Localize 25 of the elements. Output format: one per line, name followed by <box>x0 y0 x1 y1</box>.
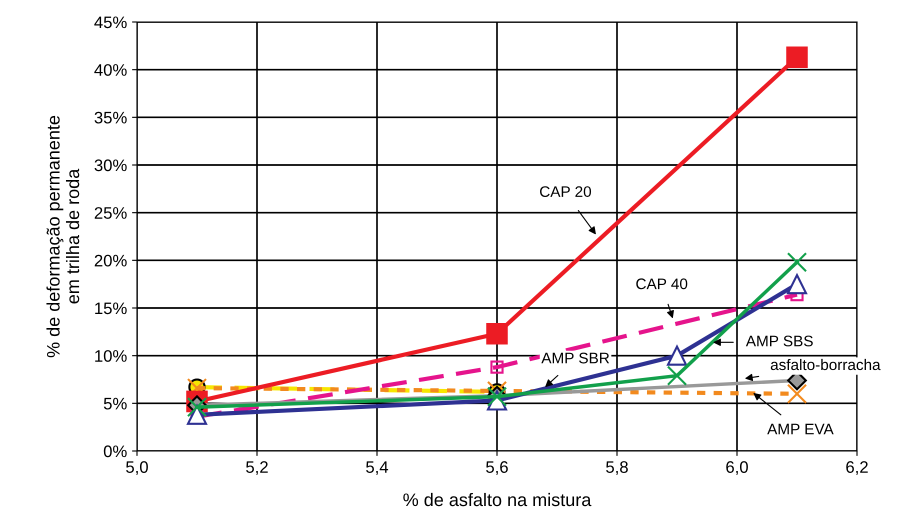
y-tick-label: 25% <box>94 207 127 219</box>
y-tick-label: 0% <box>104 445 127 458</box>
annotation: AMP SBR <box>541 352 610 364</box>
annotation: AMP SBS <box>746 336 813 346</box>
y-tick-label: 40% <box>94 64 127 76</box>
annotation: CAP 20 <box>540 186 592 198</box>
x-tick-label: 5,4 <box>366 461 388 475</box>
x-tick-label: 5,0 <box>126 461 148 475</box>
y-tick-label: 45% <box>94 16 127 28</box>
y-axis-title: % de deformação permanente em trilha de roda <box>46 116 80 358</box>
x-axis-title: % de asfalto na mistura <box>403 492 592 506</box>
y-tick-label: 15% <box>95 302 127 314</box>
x-tick-label: 6,2 <box>846 461 868 475</box>
x-tick-label: 5,6 <box>486 461 508 475</box>
annotation: AMP EVA <box>767 424 834 434</box>
x-tick-label: 5,2 <box>246 461 268 475</box>
y-tick-label: 30% <box>94 159 127 172</box>
y-tick-label: 5% <box>104 398 127 410</box>
x-tick-label: 6,0 <box>726 461 748 475</box>
annotation: asfalto-borracha <box>770 358 881 370</box>
y-tick-label: 10% <box>95 350 127 362</box>
y-tick-label: 20% <box>94 254 127 267</box>
annotation: CAP 40 <box>636 278 688 290</box>
x-tick-label: 5,8 <box>606 461 628 475</box>
y-tick-label: 35% <box>94 112 127 124</box>
